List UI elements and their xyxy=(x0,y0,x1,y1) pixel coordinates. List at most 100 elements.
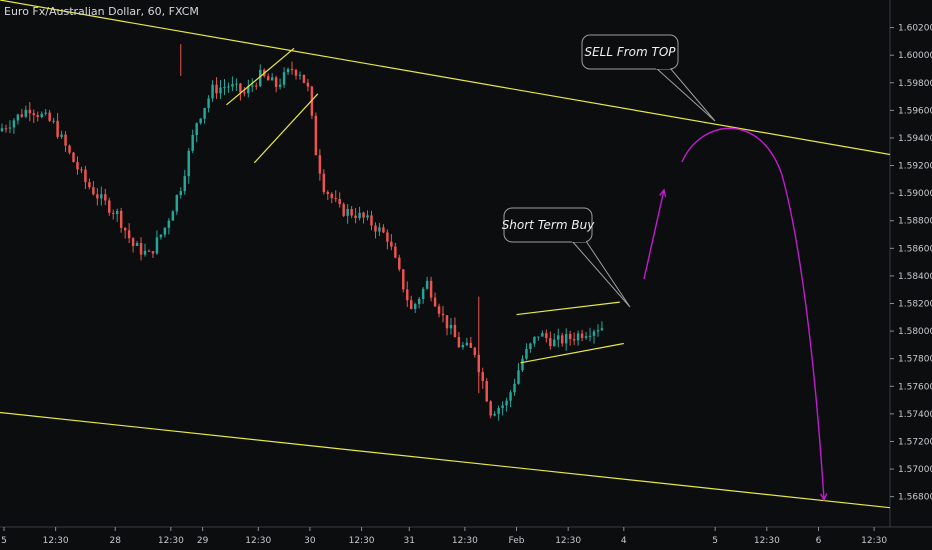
candle-body xyxy=(282,72,286,85)
candle-body xyxy=(425,280,429,289)
candle-body xyxy=(76,162,79,170)
x-tick-label: 4 xyxy=(621,536,627,546)
projection-sell-arc xyxy=(681,127,825,501)
candle-body xyxy=(123,227,127,231)
candle-body xyxy=(171,211,175,221)
y-tick-label: 1.58200 xyxy=(898,300,932,310)
candle-body xyxy=(413,303,417,309)
candle-body xyxy=(417,298,421,304)
y-tick-label: 1.59600 xyxy=(898,106,932,116)
candle-body xyxy=(211,84,214,99)
trendline-wedge-lower xyxy=(520,342,624,364)
candle-body xyxy=(159,234,163,238)
sell-callout-label: SELL From TOP xyxy=(584,45,676,59)
candle-body xyxy=(529,343,532,350)
candle-body xyxy=(437,306,441,314)
candle-body xyxy=(231,84,234,87)
candle-body xyxy=(334,198,337,200)
trendline-wedge-upper xyxy=(516,301,620,316)
candle-body xyxy=(394,246,397,258)
candle-body xyxy=(139,243,143,255)
candle-body xyxy=(350,208,353,216)
candle-body xyxy=(72,152,75,163)
candle-body xyxy=(600,328,604,331)
y-tick-label: 1.60000 xyxy=(898,51,932,61)
candle-body xyxy=(533,336,536,344)
candle-body xyxy=(489,401,492,416)
y-tick-label: 1.60200 xyxy=(898,24,932,34)
candle-body xyxy=(525,349,528,359)
candle-body xyxy=(270,77,274,81)
x-tick-label: 6 xyxy=(816,536,822,546)
candle-body xyxy=(346,208,349,216)
x-tick-label: 31 xyxy=(404,536,415,546)
candle-body xyxy=(322,173,326,193)
candle-body xyxy=(239,83,242,93)
candle-body xyxy=(572,339,576,341)
x-tick-label: 30 xyxy=(304,536,316,546)
candle-body xyxy=(596,330,600,332)
projection-buy-arrowhead xyxy=(659,188,667,197)
candle-body xyxy=(294,70,298,76)
candle-body xyxy=(461,344,465,348)
y-tick-label: 1.57600 xyxy=(898,382,932,392)
candle-body xyxy=(390,241,393,247)
x-tick-label: 12:30 xyxy=(754,536,780,546)
candle-body xyxy=(20,114,24,117)
candle-body xyxy=(175,195,179,212)
candle-body xyxy=(592,331,596,336)
candle-body xyxy=(40,113,43,117)
candle-body xyxy=(465,342,469,345)
candle-body xyxy=(151,251,155,254)
candle-body xyxy=(199,118,202,124)
candle-body xyxy=(338,199,341,205)
candle-body xyxy=(243,92,246,94)
candle-body xyxy=(167,220,171,228)
candle-body xyxy=(429,280,433,298)
candle-body xyxy=(453,324,457,338)
candle-body xyxy=(441,313,445,316)
candle-body xyxy=(326,192,330,195)
candle-body xyxy=(92,187,95,195)
y-tick-label: 1.59200 xyxy=(898,162,932,172)
candle-body xyxy=(115,210,119,214)
candle-body xyxy=(12,120,16,128)
candle-body xyxy=(155,237,159,254)
candle-body xyxy=(330,194,333,199)
x-tick-label: 12:30 xyxy=(452,536,478,546)
candle-body xyxy=(16,114,20,121)
candle-body xyxy=(318,155,322,174)
candle-body xyxy=(104,194,107,201)
x-tick-label: 12:30 xyxy=(43,536,69,546)
candle-body xyxy=(568,333,572,340)
candle-body xyxy=(251,85,254,87)
candle-body xyxy=(135,243,139,246)
candle-body xyxy=(108,200,111,213)
candle-body xyxy=(286,69,290,73)
candle-body xyxy=(64,134,67,146)
candle-body xyxy=(576,333,580,341)
y-tick-label: 1.58400 xyxy=(898,272,932,282)
candle-body xyxy=(374,225,377,232)
candle-body xyxy=(127,230,131,239)
candle-body xyxy=(131,238,135,246)
y-tick-label: 1.58600 xyxy=(898,244,932,254)
candle-body xyxy=(517,370,520,384)
y-tick-label: 1.59000 xyxy=(898,189,932,199)
candle-body xyxy=(28,109,32,114)
chart-title: Euro Fx/Australian Dollar, 60, FXCM xyxy=(4,5,199,18)
y-tick-label: 1.59400 xyxy=(898,134,932,144)
candle-body xyxy=(541,333,544,337)
candle-body xyxy=(560,335,564,344)
candle-body xyxy=(259,69,262,86)
buy-callout-label: Short Term Buy xyxy=(502,218,596,232)
y-tick-label: 1.57000 xyxy=(898,465,932,475)
trendline-channel-top xyxy=(0,0,891,156)
candle-body xyxy=(274,77,278,87)
candle-body xyxy=(398,257,401,270)
x-tick-label: 5 xyxy=(712,536,718,546)
candle-body xyxy=(32,113,36,116)
x-tick-label: 28 xyxy=(109,536,121,546)
